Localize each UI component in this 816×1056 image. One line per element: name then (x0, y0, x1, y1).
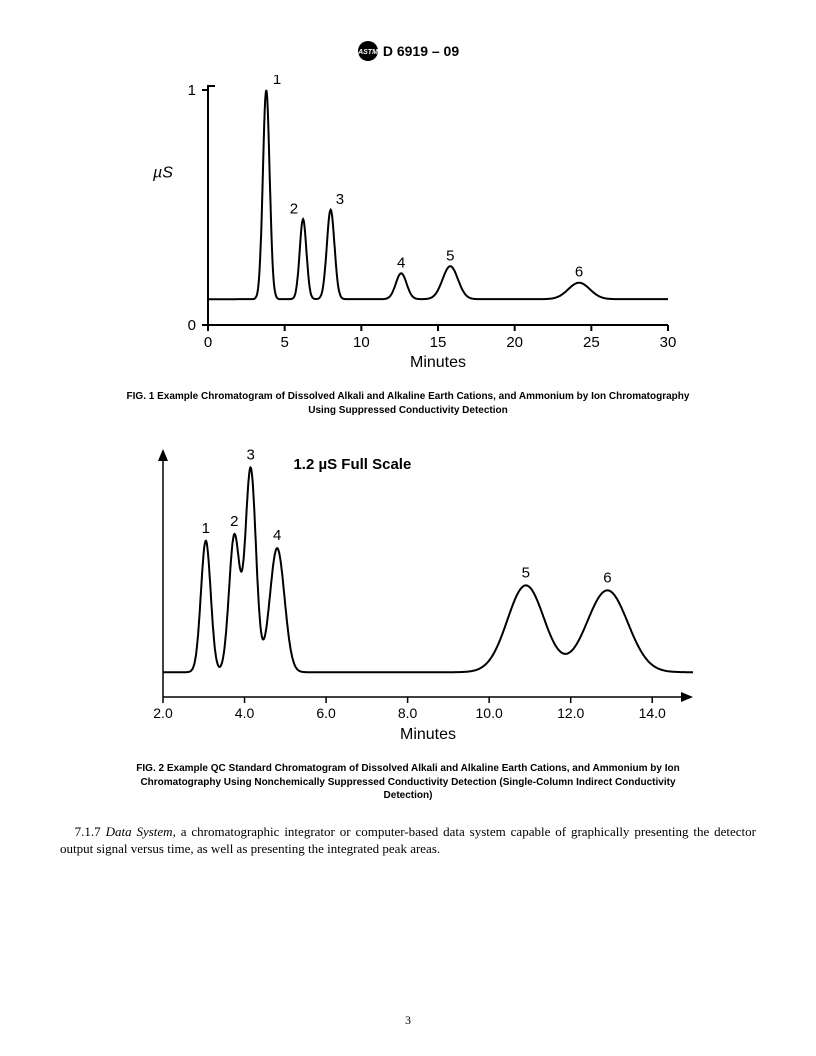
svg-text:5: 5 (522, 564, 530, 581)
svg-text:14.0: 14.0 (639, 705, 666, 721)
body-paragraph: 7.1.7 Data System, a chromatographic int… (60, 823, 756, 858)
svg-text:15: 15 (430, 334, 447, 351)
svg-text:3: 3 (246, 446, 254, 463)
svg-text:1: 1 (273, 75, 281, 88)
fig1-caption: FIG. 1 Example Chromatogram of Dissolved… (120, 390, 696, 417)
svg-text:2: 2 (290, 200, 298, 217)
fig2-caption: FIG. 2 Example QC Standard Chromatogram … (120, 762, 696, 803)
svg-text:0: 0 (204, 334, 212, 351)
svg-text:2.0: 2.0 (153, 705, 173, 721)
astm-logo-icon: ASTM (357, 40, 379, 65)
svg-text:6.0: 6.0 (316, 705, 336, 721)
svg-text:30: 30 (660, 334, 677, 351)
svg-text:1.2 µS Full Scale: 1.2 µS Full Scale (293, 456, 411, 473)
header-designation: D 6919 – 09 (383, 43, 459, 59)
svg-text:10.0: 10.0 (476, 705, 503, 721)
svg-text:6: 6 (575, 264, 583, 281)
fig1-chart: 01051015202530µSMinutes123456 (128, 75, 688, 380)
svg-text:12.0: 12.0 (557, 705, 584, 721)
svg-text:0: 0 (188, 317, 196, 334)
run-in-title: Data System (106, 824, 173, 839)
svg-text:1: 1 (202, 520, 210, 537)
svg-text:µS: µS (152, 165, 173, 182)
svg-text:4.0: 4.0 (235, 705, 255, 721)
page: ASTM D 6919 – 09 01051015202530µSMinutes… (0, 0, 816, 1056)
svg-text:5: 5 (280, 334, 288, 351)
svg-text:Minutes: Minutes (410, 354, 466, 371)
svg-text:10: 10 (353, 334, 370, 351)
page-header: ASTM D 6919 – 09 (60, 40, 756, 65)
svg-text:Minutes: Minutes (400, 726, 456, 743)
svg-text:8.0: 8.0 (398, 705, 418, 721)
svg-text:4: 4 (397, 254, 405, 271)
svg-text:25: 25 (583, 334, 600, 351)
svg-text:ASTM: ASTM (357, 49, 378, 56)
svg-text:5: 5 (446, 247, 454, 264)
svg-text:3: 3 (336, 191, 344, 208)
section-number: 7.1.7 (75, 824, 101, 839)
fig2-chart: 2.0 4.0 6.0 8.0 10.0 12.0 14.0 Minutes 1.2 µS Fu… (108, 437, 708, 752)
svg-text:4: 4 (273, 527, 281, 544)
page-number: 3 (0, 1013, 816, 1028)
svg-text:6: 6 (603, 569, 611, 586)
svg-text:1: 1 (188, 82, 196, 99)
svg-text:20: 20 (506, 334, 523, 351)
svg-text:2: 2 (230, 513, 238, 530)
